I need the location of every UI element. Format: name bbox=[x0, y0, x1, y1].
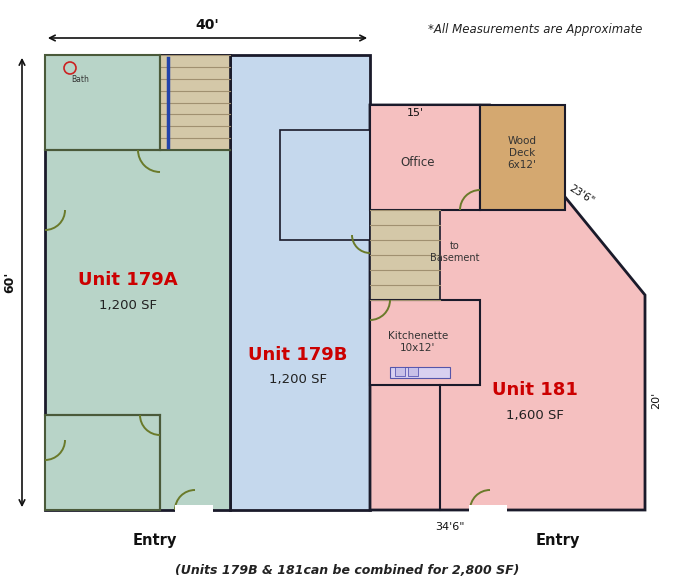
Text: 23'6": 23'6" bbox=[568, 183, 596, 206]
Text: Entry: Entry bbox=[133, 533, 177, 547]
Text: (Units 179B & 181can be combined for 2,800 SF): (Units 179B & 181can be combined for 2,8… bbox=[175, 563, 519, 576]
Text: Unit 179A: Unit 179A bbox=[78, 271, 178, 289]
Text: 20': 20' bbox=[651, 392, 661, 409]
Text: Entry: Entry bbox=[536, 533, 580, 547]
Text: 40': 40' bbox=[195, 18, 219, 32]
Text: 1,600 SF: 1,600 SF bbox=[506, 409, 564, 422]
Bar bbox=[160, 55, 230, 150]
Bar bbox=[408, 367, 418, 376]
Bar bbox=[390, 367, 450, 378]
Bar bbox=[370, 210, 440, 300]
Text: Bath: Bath bbox=[71, 75, 89, 85]
Bar bbox=[45, 415, 160, 510]
Text: 34'6": 34'6" bbox=[435, 522, 465, 532]
Bar bbox=[230, 55, 370, 510]
Bar bbox=[370, 105, 480, 210]
Text: *All Measurements are Approximate: *All Measurements are Approximate bbox=[428, 24, 642, 36]
Bar bbox=[480, 105, 565, 210]
Text: Office: Office bbox=[400, 155, 435, 169]
Text: Unit 181: Unit 181 bbox=[492, 381, 578, 399]
Bar bbox=[45, 55, 230, 510]
Bar bbox=[280, 130, 370, 240]
Bar bbox=[469, 505, 507, 513]
Text: 60': 60' bbox=[3, 271, 17, 293]
Bar bbox=[370, 300, 480, 385]
Bar bbox=[45, 55, 160, 150]
Bar bbox=[395, 367, 405, 376]
Text: 15': 15' bbox=[407, 108, 423, 118]
Polygon shape bbox=[370, 105, 645, 510]
Text: Kitchenette
10x12': Kitchenette 10x12' bbox=[388, 331, 448, 353]
Bar bbox=[175, 505, 213, 513]
Text: to
Basement: to Basement bbox=[430, 241, 480, 263]
Text: 1,200 SF: 1,200 SF bbox=[99, 299, 157, 312]
Text: 1,200 SF: 1,200 SF bbox=[269, 373, 327, 386]
Text: Unit 179B: Unit 179B bbox=[248, 346, 348, 364]
Text: Wood
Deck
6x12': Wood Deck 6x12' bbox=[507, 136, 536, 169]
